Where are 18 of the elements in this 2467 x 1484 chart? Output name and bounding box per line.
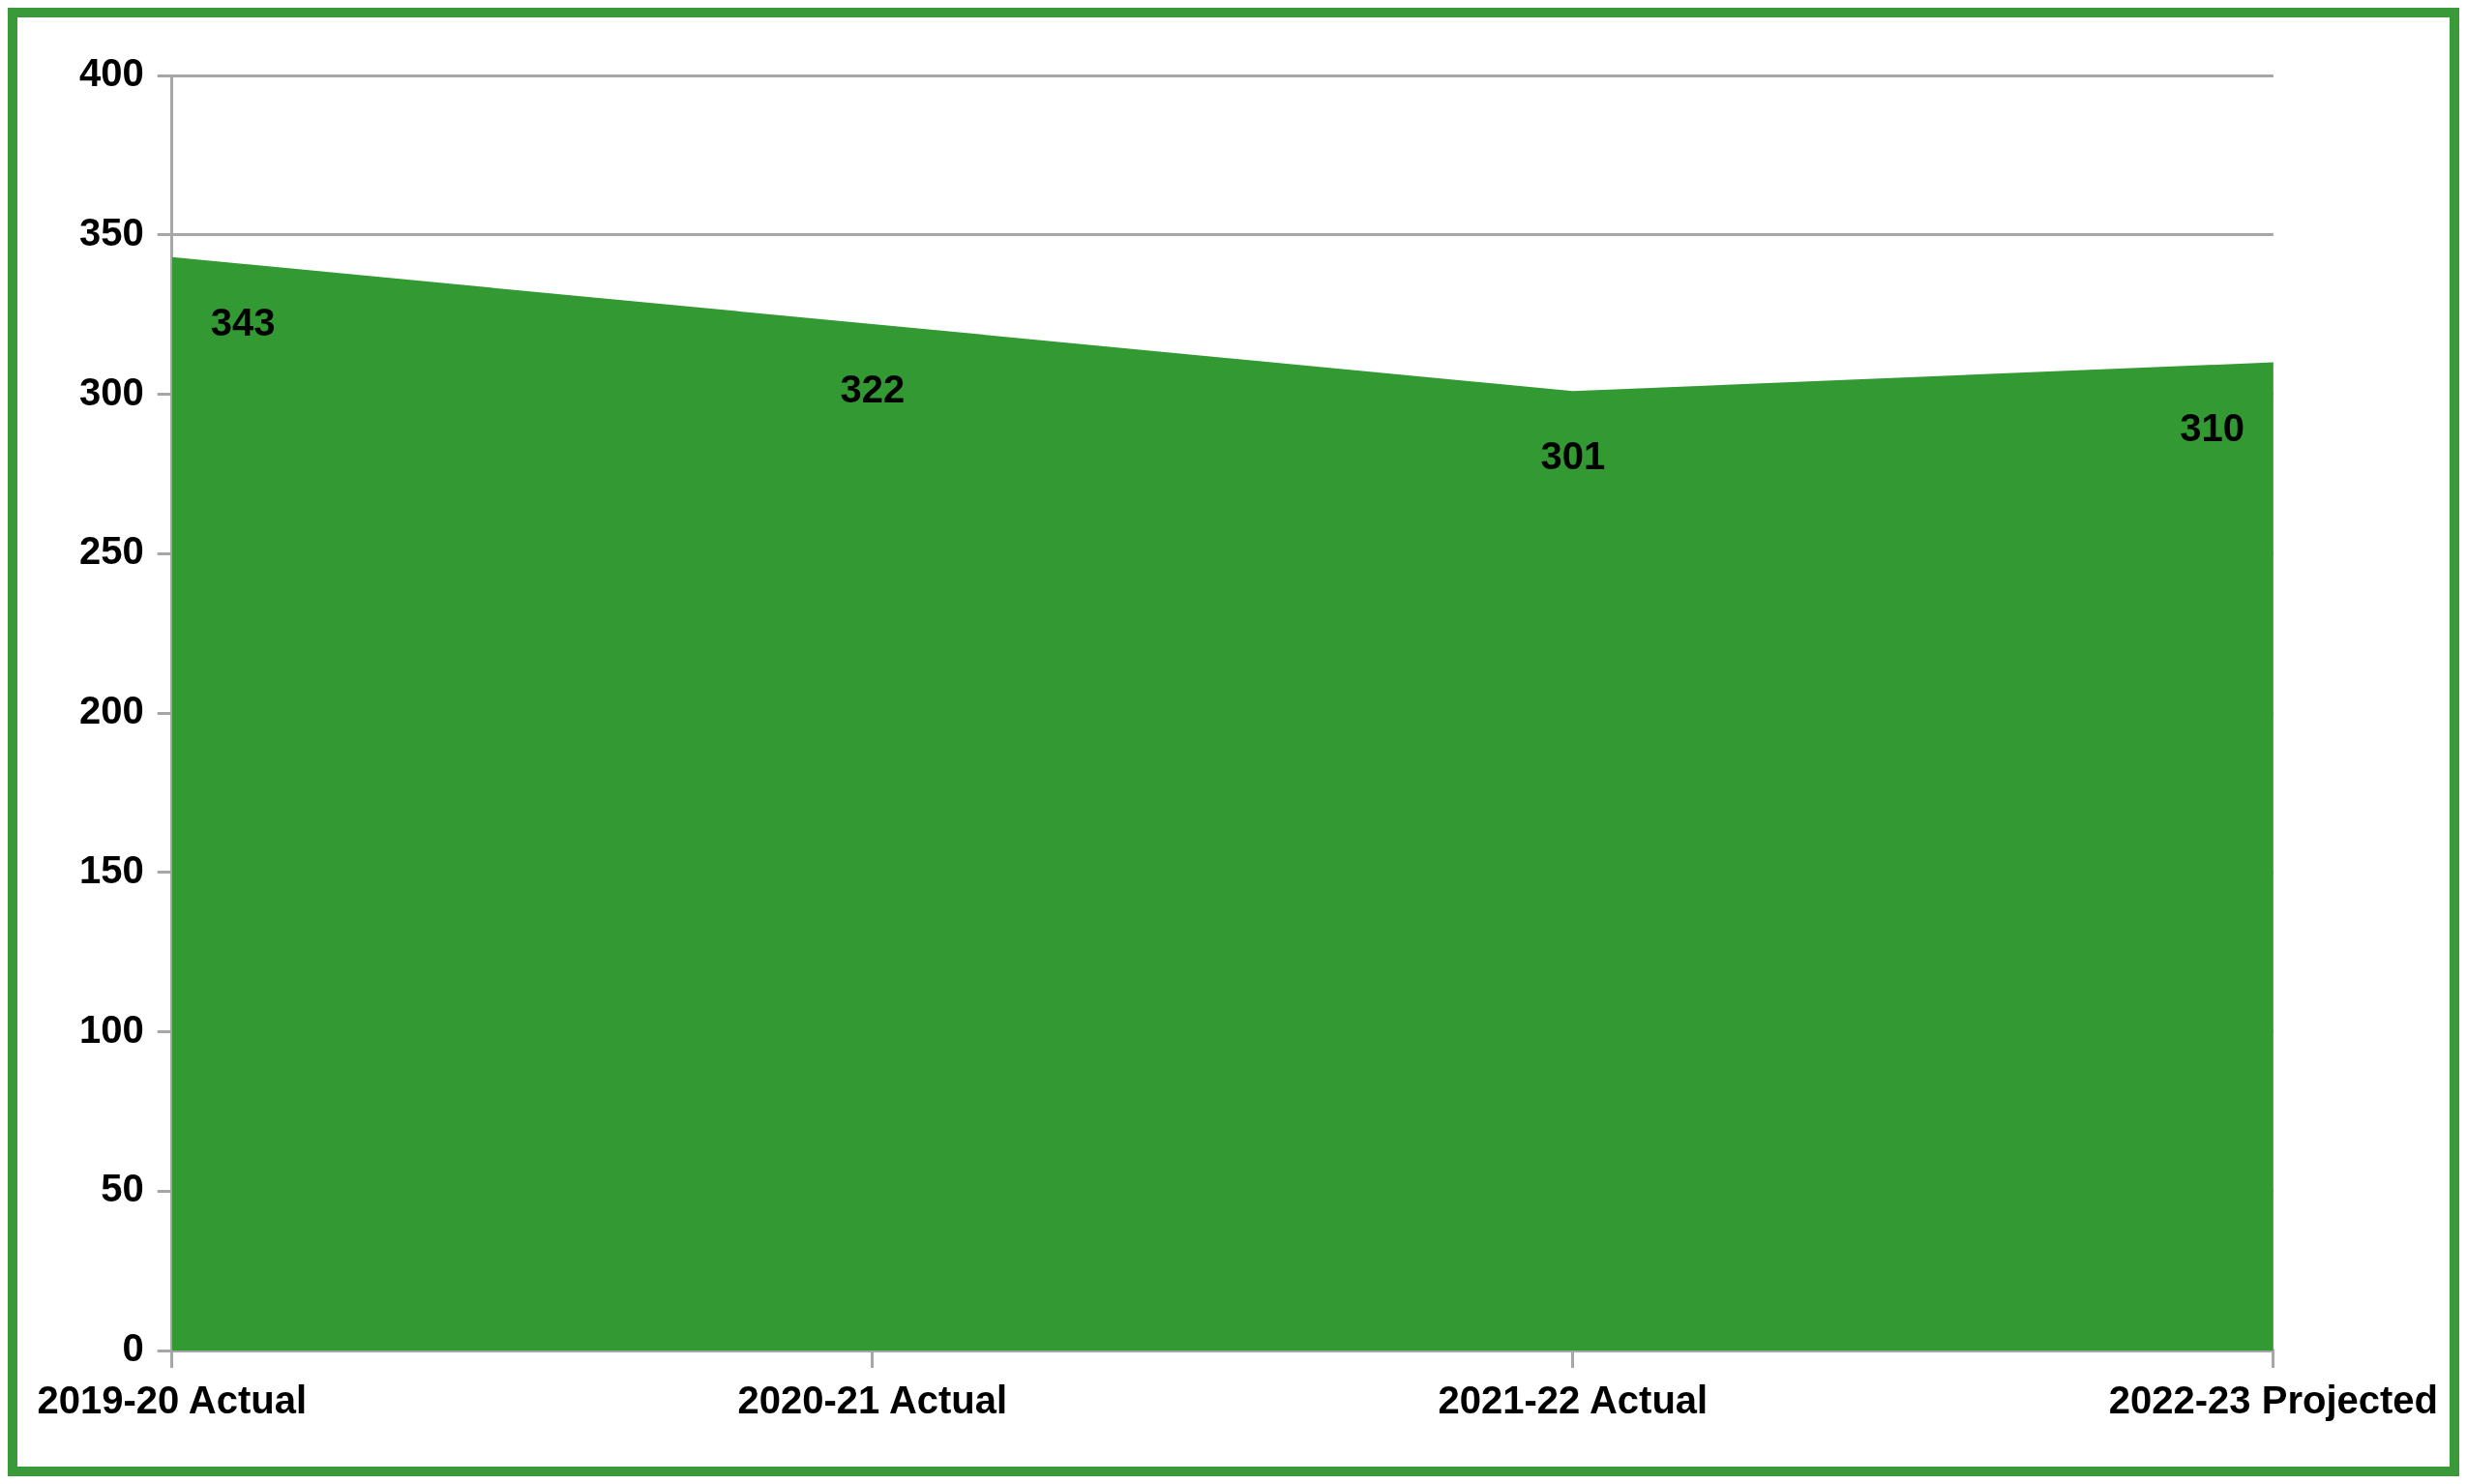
x-tick-label: 2020-21 Actual: [737, 1379, 1008, 1422]
x-tick-label: 2022-23 Projected: [2108, 1379, 2438, 1422]
y-tick-label: 200: [78, 689, 144, 732]
y-tick-label: 0: [122, 1326, 144, 1370]
y-tick-label: 150: [78, 847, 144, 891]
y-tick-label: 50: [101, 1167, 144, 1210]
data-label: 343: [210, 300, 276, 343]
y-tick-label: 100: [78, 1007, 144, 1051]
frame: 2019-20 Actual 2020-21 Actual 2021-22 Actual 2022-23 Projected 0 50 100 150 200 250 300 350 400 343 322 301 310: [8, 8, 2459, 1476]
data-label: 310: [2180, 405, 2244, 449]
x-tick-label: 2021-22 Actual: [1438, 1379, 1709, 1422]
data-label: 322: [840, 368, 906, 411]
data-label: 301: [1540, 434, 1606, 478]
y-tick-label: 400: [78, 51, 144, 95]
y-tick-label: 250: [78, 529, 144, 573]
y-tick-label: 300: [78, 370, 144, 413]
y-tick-label: 350: [78, 210, 144, 253]
x-tick-label: 2019-20 Actual: [37, 1379, 308, 1422]
